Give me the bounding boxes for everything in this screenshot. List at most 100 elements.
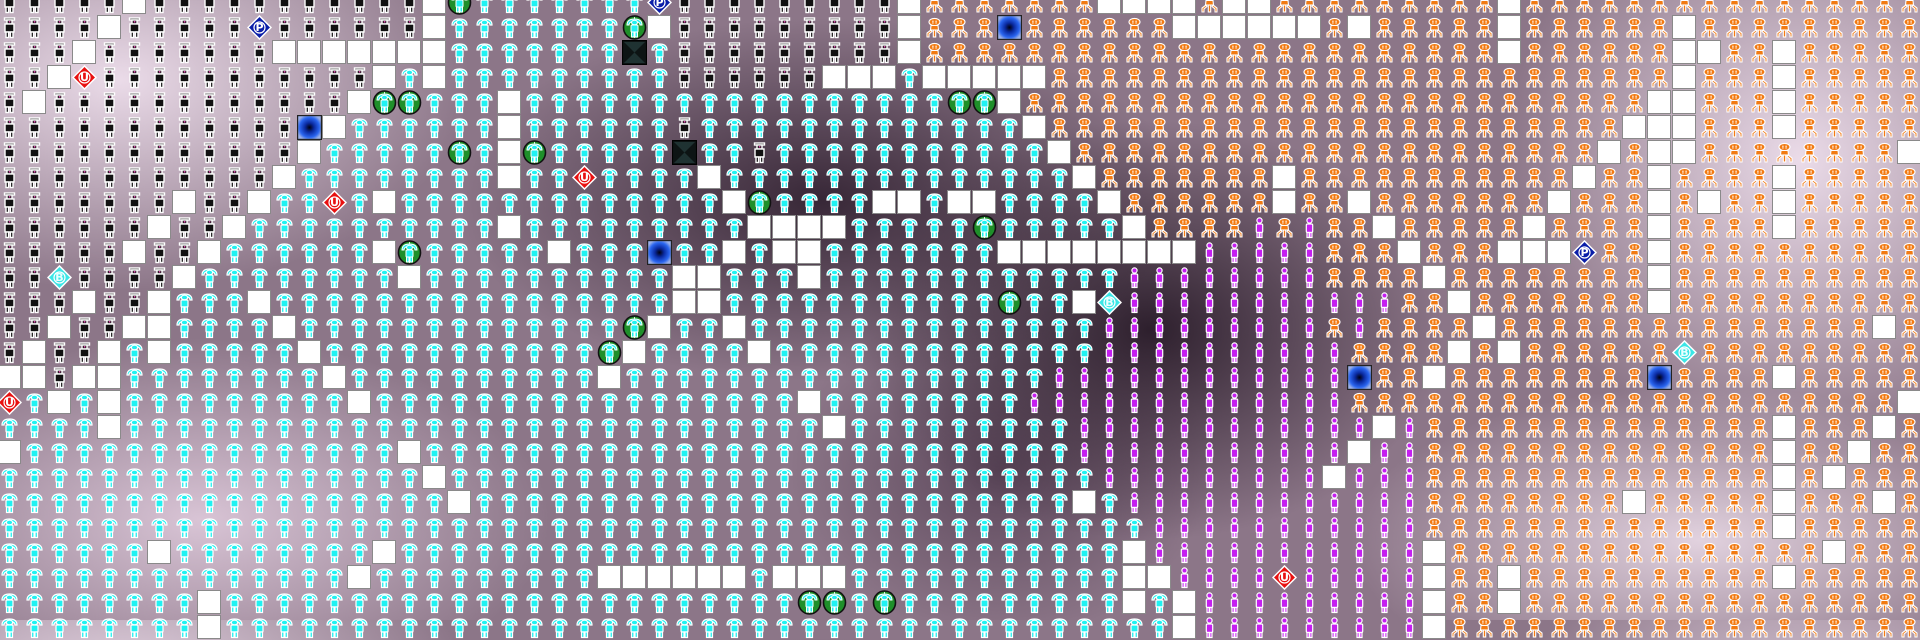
cyan-soldier-unit[interactable] [47,465,72,490]
cyan-soldier-unit[interactable] [547,615,572,640]
empty-tile[interactable] [422,465,446,489]
empty-tile[interactable] [647,315,671,339]
cyan-soldier-unit[interactable] [922,340,947,365]
cyan-soldier-unit[interactable] [622,365,647,390]
empty-tile[interactable] [247,290,271,314]
cyan-soldier-unit[interactable] [1047,265,1072,290]
orange-alien-unit[interactable] [1847,240,1872,265]
cyan-soldier-unit[interactable] [922,615,947,640]
cyan-soldier-unit[interactable] [947,215,972,240]
orange-alien-unit[interactable] [1722,240,1747,265]
empty-tile[interactable] [1672,140,1696,164]
black-robot-unit[interactable] [147,0,172,15]
black-robot-unit[interactable] [872,40,897,65]
empty-tile[interactable] [1247,15,1271,39]
cyan-soldier-unit[interactable] [522,390,547,415]
cyan-soldier-unit[interactable] [997,615,1022,640]
cyan-soldier-unit[interactable] [297,440,322,465]
orange-alien-unit[interactable] [1047,0,1072,15]
cyan-soldier-unit[interactable] [447,415,472,440]
cyan-soldier-unit[interactable] [597,265,622,290]
cyan-soldier-unit[interactable] [897,315,922,340]
cyan-soldier-unit[interactable] [1022,190,1047,215]
empty-tile[interactable] [1772,515,1796,539]
cyan-soldier-unit[interactable] [47,490,72,515]
black-robot-unit[interactable] [797,40,822,65]
cyan-soldier-unit[interactable] [397,590,422,615]
orange-alien-unit[interactable] [1497,515,1522,540]
cyan-soldier-unit[interactable] [297,565,322,590]
black-robot-unit[interactable] [147,265,172,290]
orange-alien-unit[interactable] [1397,190,1422,215]
red-u-marker[interactable]: U [1272,565,1297,590]
purple-person-unit[interactable] [1272,590,1297,615]
cyan-soldier-unit[interactable] [147,390,172,415]
purple-person-unit[interactable] [1247,590,1272,615]
black-robot-unit[interactable] [97,290,122,315]
orange-alien-unit[interactable] [1172,190,1197,215]
cyan-soldier-unit[interactable] [972,140,997,165]
orange-alien-unit[interactable] [1622,290,1647,315]
orange-alien-unit[interactable] [1622,140,1647,165]
cyan-soldier-unit[interactable] [872,140,897,165]
cyan-soldier-unit[interactable] [697,465,722,490]
orange-alien-unit[interactable] [1847,115,1872,140]
empty-tile[interactable] [1622,490,1646,514]
cyan-soldier-unit[interactable] [22,490,47,515]
orange-alien-unit[interactable] [1597,90,1622,115]
cyan-soldier-unit[interactable] [747,90,772,115]
empty-tile[interactable] [1272,165,1296,189]
empty-tile[interactable] [1147,565,1171,589]
orange-alien-unit[interactable] [1747,515,1772,540]
empty-tile[interactable] [322,115,346,139]
cyan-soldier-unit[interactable] [722,465,747,490]
cyan-soldier-unit[interactable] [872,215,897,240]
orange-alien-unit[interactable] [1797,240,1822,265]
empty-tile[interactable] [1372,415,1396,439]
orange-alien-unit[interactable] [1422,90,1447,115]
cyan-soldier-unit[interactable] [272,515,297,540]
orange-alien-unit[interactable] [1772,140,1797,165]
cyan-soldier-unit[interactable] [522,340,547,365]
black-robot-unit[interactable] [222,0,247,15]
cyan-soldier-unit[interactable] [897,365,922,390]
orange-alien-unit[interactable] [1847,465,1872,490]
orange-alien-unit[interactable] [1772,390,1797,415]
cyan-soldier-unit[interactable] [122,565,147,590]
cyan-soldier-unit[interactable] [397,65,422,90]
cyan-soldier-unit[interactable] [347,115,372,140]
empty-tile[interactable] [897,190,921,214]
cyan-soldier-unit[interactable] [697,365,722,390]
cyan-soldier-unit[interactable] [522,490,547,515]
orange-alien-unit[interactable] [1472,490,1497,515]
orange-alien-unit[interactable] [1572,140,1597,165]
cyan-soldier-unit[interactable] [722,490,747,515]
orange-alien-unit[interactable] [1622,265,1647,290]
purple-person-unit[interactable] [1147,515,1172,540]
green-shielded-cyan-unit[interactable] [522,140,547,165]
cyan-soldier-unit[interactable] [722,365,747,390]
orange-alien-unit[interactable] [1372,115,1397,140]
cyan-soldier-unit[interactable] [472,540,497,565]
cyan-soldier-unit[interactable] [597,590,622,615]
cyan-soldier-unit[interactable] [447,315,472,340]
black-robot-unit[interactable] [72,140,97,165]
orange-alien-unit[interactable] [1747,0,1772,15]
black-robot-unit[interactable] [747,65,772,90]
cyan-soldier-unit[interactable] [672,240,697,265]
black-robot-unit[interactable] [372,15,397,40]
cyan-soldier-unit[interactable] [422,415,447,440]
purple-person-unit[interactable] [1372,515,1397,540]
cyan-soldier-unit[interactable] [872,90,897,115]
orange-alien-unit[interactable] [1672,365,1697,390]
orange-alien-unit[interactable] [1147,115,1172,140]
purple-person-unit[interactable] [1147,265,1172,290]
orange-alien-unit[interactable] [1297,115,1322,140]
orange-alien-unit[interactable] [1422,15,1447,40]
empty-tile[interactable] [1472,315,1496,339]
cyan-soldier-unit[interactable] [772,540,797,565]
orange-alien-unit[interactable] [1147,40,1172,65]
empty-tile[interactable] [22,365,46,389]
cyan-soldier-unit[interactable] [972,465,997,490]
